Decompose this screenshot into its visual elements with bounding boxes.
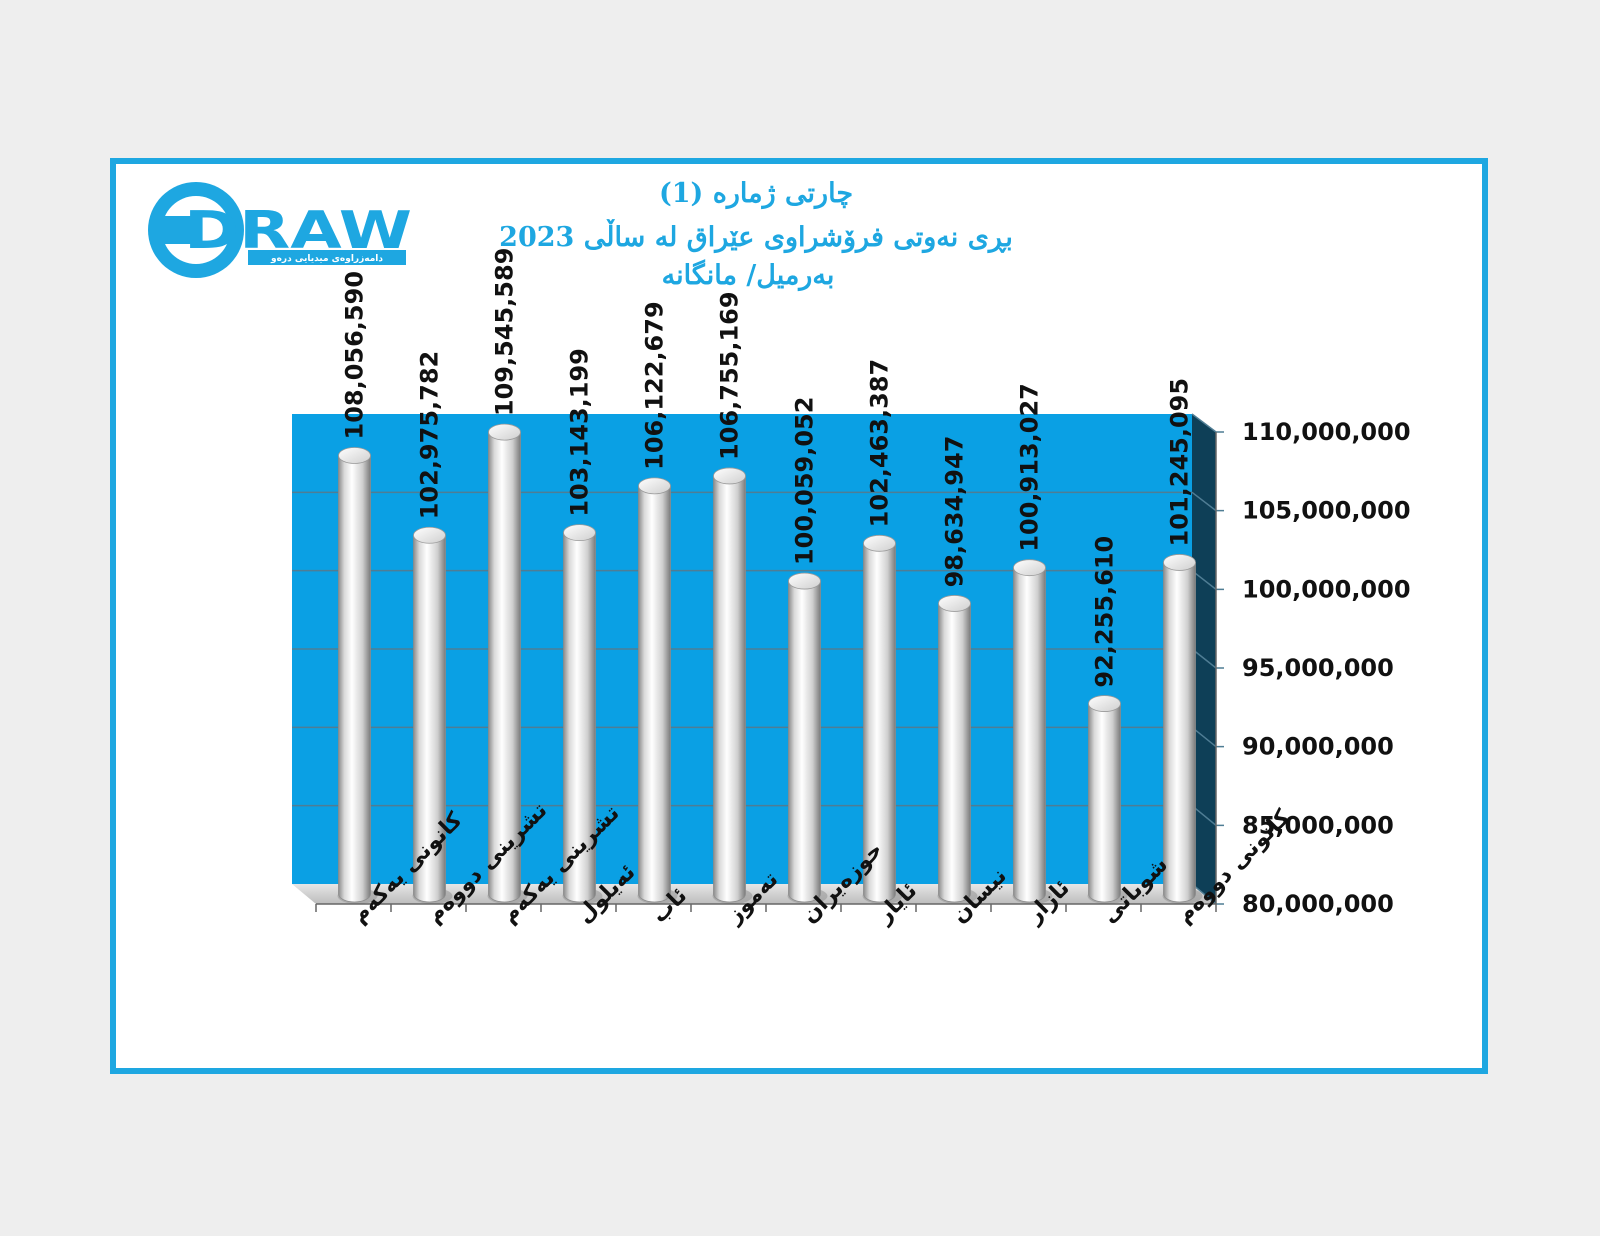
value-label: 109,545,589: [491, 248, 519, 417]
chart-canvas: DRAW دامەزراوەی میدیایی درەو چارتی ژمارە…: [148, 178, 1411, 929]
bar-body: [1088, 703, 1121, 903]
bar: [1087, 695, 1128, 904]
bar: [862, 534, 903, 904]
bar-cap: [488, 423, 521, 441]
bar-body: [1163, 562, 1196, 903]
bar-cap: [788, 572, 821, 590]
bar-cap: [1088, 695, 1121, 712]
chart-title-line2: بڕی نەوتی فرۆشراوی عێراق لە ساڵی 2023: [499, 219, 1013, 254]
bar-body: [863, 542, 896, 903]
bar-cap: [713, 467, 746, 485]
bar-body: [488, 431, 521, 903]
y-axis: 80,000,000 85,000,000 90,000,000 95,000,000…: [1215, 418, 1411, 918]
bar-cap: [638, 477, 671, 495]
y-tick-label: 85,000,000: [1242, 811, 1394, 839]
value-label: 108,056,590: [341, 271, 369, 440]
value-label: 100,913,027: [1016, 383, 1044, 552]
logo-tagline: دامەزراوەی میدیایی درەو: [270, 254, 383, 264]
bar-cap: [863, 534, 896, 552]
bar: [937, 595, 978, 904]
logo-bar-icon: [156, 216, 198, 244]
bar-cap: [563, 524, 596, 542]
value-label: 100,059,052: [791, 397, 819, 566]
chart-title-line3: بەرمیل/ مانگانە: [662, 259, 835, 292]
bar-cap: [1163, 554, 1196, 571]
bar-body: [788, 580, 821, 903]
bar-body: [338, 455, 371, 903]
bar: [637, 477, 678, 904]
bar-body: [638, 485, 671, 903]
bar: [712, 467, 753, 904]
value-label: 101,245,095: [1166, 378, 1194, 547]
value-label: 103,143,199: [566, 348, 594, 517]
bar: [337, 447, 378, 904]
bar-body: [713, 475, 746, 903]
bars: [337, 423, 1203, 904]
bar: [1012, 559, 1053, 904]
y-tick-label: 90,000,000: [1242, 733, 1394, 761]
bar: [562, 524, 603, 904]
bar-cap: [938, 595, 971, 612]
value-label: 92,255,610: [1091, 536, 1119, 688]
draw-logo: DRAW دامەزراوەی میدیایی درەو: [148, 182, 412, 278]
chart-title-line1: چارتی ژمارە (1): [659, 178, 853, 210]
chart-frame: DRAW دامەزراوەی میدیایی درەو چارتی ژمارە…: [110, 158, 1488, 1074]
bar-body: [1013, 567, 1046, 903]
bar-body: [938, 603, 971, 903]
value-label: 106,122,679: [641, 301, 669, 470]
bar-cap: [338, 447, 371, 464]
value-label: 106,755,169: [716, 291, 744, 460]
y-tick-label: 95,000,000: [1242, 654, 1394, 682]
bar-cap: [1013, 559, 1046, 577]
bar-body: [563, 532, 596, 903]
bar: [412, 526, 453, 904]
y-tick-label: 110,000,000: [1242, 418, 1411, 446]
y-tick-label: 80,000,000: [1242, 890, 1394, 918]
value-label: 102,463,387: [866, 359, 894, 528]
bar: [1162, 554, 1203, 904]
bar: [487, 423, 528, 904]
logo-tagline-band: [248, 250, 406, 265]
value-labels: 108,056,590 102,975,782 109,545,589 103,143…: [341, 248, 1194, 688]
bar: [787, 572, 828, 904]
y-tick-label: 100,000,000: [1242, 575, 1411, 603]
value-label: 102,975,782: [416, 351, 444, 520]
y-tick-label: 105,000,000: [1242, 497, 1411, 525]
value-label: 98,634,947: [941, 436, 969, 588]
bar-cap: [413, 526, 446, 544]
bar-body: [413, 534, 446, 903]
